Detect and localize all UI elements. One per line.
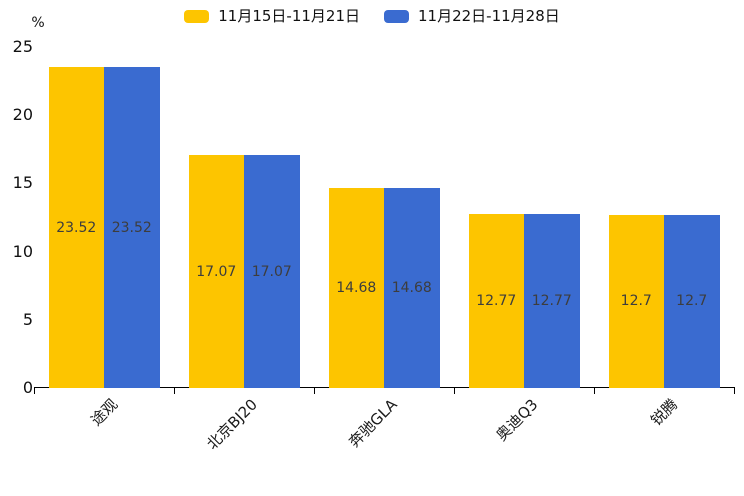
bar-value-label: 14.68 — [336, 279, 377, 296]
bar-value-label: 17.07 — [251, 263, 292, 280]
legend-swatch-icon — [384, 9, 409, 23]
x-category-label: 锐腾 — [647, 395, 682, 430]
x-category-label: 途观 — [87, 395, 122, 430]
x-axis-tick — [734, 388, 735, 394]
y-tick-label: 25 — [12, 37, 33, 56]
bar-value-label: 14.68 — [391, 279, 432, 296]
x-axis-tick — [314, 388, 315, 394]
bar-value-label: 17.07 — [196, 263, 237, 280]
bar-series-2-cat-3[interactable] — [384, 187, 440, 388]
bar-series-1-cat-4[interactable] — [468, 213, 524, 388]
x-category-label: 奔驰GLA — [345, 395, 402, 451]
x-axis-tick — [454, 388, 455, 394]
bar-value-label: 23.52 — [56, 219, 97, 236]
x-category-label: 奥迪Q3 — [492, 395, 542, 445]
bar-value-label: 12.7 — [620, 293, 652, 310]
y-tick-label: 20 — [12, 105, 33, 125]
bar-series-1-cat-3[interactable] — [328, 187, 384, 388]
legend-item-series-1[interactable]: 11月15日-11月21日 — [184, 7, 360, 25]
x-axis-tick — [594, 388, 595, 394]
y-axis-unit-label: % — [31, 15, 45, 31]
bar-series-2-cat-5[interactable] — [664, 214, 720, 388]
bar-value-label: 23.52 — [111, 219, 152, 236]
y-tick-label: 10 — [12, 241, 33, 261]
legend-label: 11月15日-11月21日 — [218, 7, 360, 25]
bar-value-label: 12.77 — [531, 292, 572, 309]
y-tick-label: 15 — [12, 173, 33, 193]
bar-series-1-cat-5[interactable] — [608, 214, 664, 388]
bar-series-2-cat-2[interactable] — [244, 155, 300, 388]
bar-value-label: 12.77 — [476, 292, 517, 309]
legend-label: 11月22日-11月28日 — [418, 7, 560, 25]
x-category-label: 北京BJ20 — [203, 395, 262, 454]
y-tick-label: 0 — [22, 378, 33, 397]
y-tick-label: 5 — [22, 309, 33, 329]
legend: 11月15日-11月21日 11月22日-11月28日 — [0, 7, 744, 25]
x-axis-tick — [34, 388, 35, 394]
bar-series-1-cat-2[interactable] — [188, 155, 244, 388]
bar-series-1-cat-1[interactable] — [48, 67, 104, 388]
bar-series-2-cat-1[interactable] — [104, 67, 160, 388]
legend-item-series-2[interactable]: 11月22日-11月28日 — [384, 7, 560, 25]
bar-value-label: 12.7 — [676, 293, 708, 310]
bar-series-2-cat-4[interactable] — [524, 213, 580, 388]
x-axis-tick — [174, 388, 175, 394]
legend-swatch-icon — [184, 9, 210, 23]
